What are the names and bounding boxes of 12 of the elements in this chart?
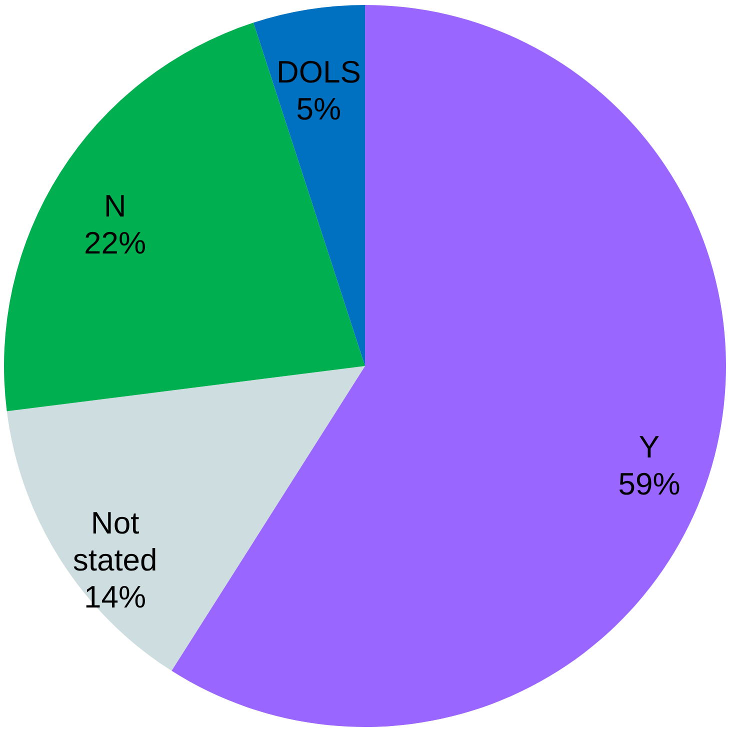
data-label: 5% bbox=[296, 92, 342, 127]
slice-label: N bbox=[104, 188, 126, 224]
pie-slice bbox=[6, 366, 365, 671]
slice-label: DOLS bbox=[276, 54, 361, 90]
data-label: 22% bbox=[84, 225, 146, 260]
pie-slice bbox=[253, 5, 365, 366]
slice-label: Not stated bbox=[72, 506, 158, 578]
pie-slice bbox=[172, 5, 726, 726]
data-label: 14% bbox=[84, 580, 146, 615]
pie-slice bbox=[4, 22, 365, 412]
data-label: 59% bbox=[618, 466, 680, 502]
slice-label: Y bbox=[638, 430, 660, 465]
